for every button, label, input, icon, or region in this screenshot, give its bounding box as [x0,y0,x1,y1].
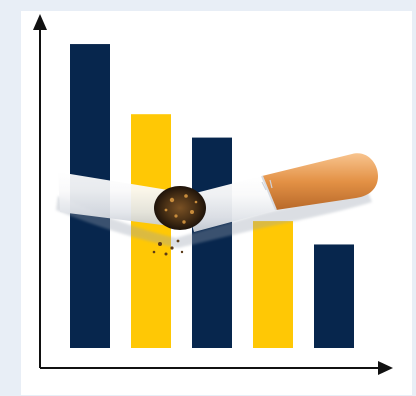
cigarette-shadow [56,192,372,248]
x-axis-arrow-icon [378,361,393,375]
cigarette-filter [262,153,378,210]
paper-print-mark [261,179,273,191]
broken-cigarette-icon [56,153,378,256]
y-axis-arrow-icon [33,14,47,30]
tobacco-break [154,186,206,230]
filter-band [261,175,277,211]
tobacco-crumbs [152,239,184,256]
tobacco-flecks [164,194,198,224]
cigarette-right-segment [184,176,276,232]
axes [33,14,393,375]
bar-4 [253,221,293,348]
bar-5 [314,244,354,348]
cigarette-left-segment [58,172,170,226]
